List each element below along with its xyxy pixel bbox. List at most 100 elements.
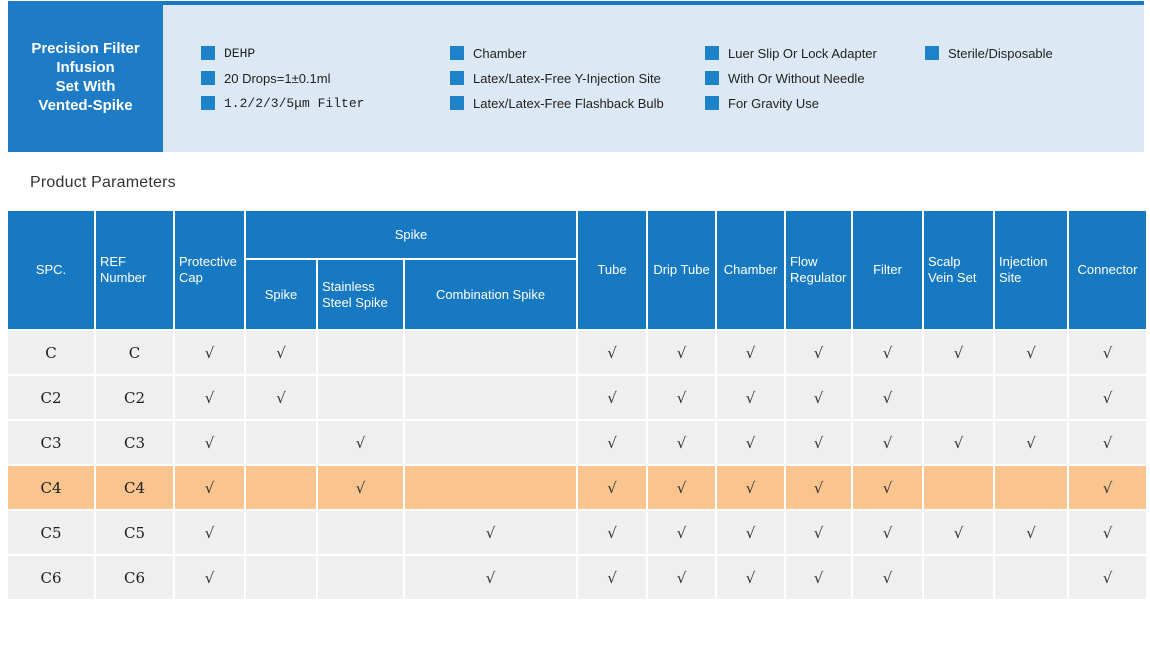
check-cell-combination-spike: √	[405, 511, 577, 554]
check-cell-filter: √	[853, 421, 923, 464]
bullet-square-icon	[201, 96, 215, 110]
check-cell-flow-regulator: √	[786, 511, 852, 554]
ref-cell: C	[96, 331, 173, 374]
check-cell-chamber: √	[717, 466, 785, 509]
check-cell-spike	[246, 511, 316, 554]
check-cell-flow-regulator: √	[786, 376, 852, 419]
column-header-spike: Spike	[246, 260, 316, 329]
header-banner: DEHP 20 Drops=1±0.1ml 1.2/2/3/5μm Filter Ch…	[0, 0, 1150, 152]
check-cell-tube: √	[578, 466, 647, 509]
table-row-c3[interactable]: C3 C3 √ √ √ √ √ √ √ √ √ √	[8, 421, 1147, 464]
bullet-square-icon	[450, 71, 464, 85]
check-cell-scalp-vein-set	[924, 376, 994, 419]
check-cell-connector: √	[1069, 376, 1147, 419]
feature-column: DEHP 20 Drops=1±0.1ml 1.2/2/3/5μm Filter	[201, 46, 365, 111]
column-header-scalp-vein-set: Scalp Vein Set	[924, 211, 994, 329]
feature-label: For Gravity Use	[728, 95, 820, 111]
column-header-ref-number: REF Number	[96, 211, 173, 329]
check-cell-filter: √	[853, 376, 923, 419]
check-cell-spike	[246, 556, 316, 599]
column-header-spc: SPC.	[8, 211, 94, 329]
column-header-label: Tube	[597, 262, 627, 277]
check-cell-scalp-vein-set	[924, 556, 994, 599]
table-row-c6[interactable]: C6 C6 √ √ √ √ √ √ √ √	[8, 556, 1147, 599]
check-cell-connector: √	[1069, 466, 1147, 509]
check-cell-combination-spike	[405, 376, 577, 419]
check-cell-connector: √	[1069, 331, 1147, 374]
check-cell-injection-site: √	[995, 511, 1068, 554]
column-header-tube: Tube	[578, 211, 647, 329]
check-cell-scalp-vein-set: √	[924, 331, 994, 374]
bullet-square-icon	[705, 96, 719, 110]
check-cell-protective-cap: √	[175, 421, 244, 464]
table-row-c4[interactable]: C4 C4 √ √ √ √ √ √ √ √	[8, 466, 1147, 509]
column-header-label: SPC.	[35, 262, 67, 277]
check-cell-injection-site: √	[995, 331, 1068, 374]
feature-item: Latex/Latex-Free Flashback Bulb	[450, 95, 664, 111]
check-cell-filter: √	[853, 511, 923, 554]
column-header-label: Filter	[873, 262, 902, 277]
feature-item: For Gravity Use	[705, 95, 877, 111]
ref-cell: C2	[96, 376, 173, 419]
feature-item: 20 Drops=1±0.1ml	[201, 71, 364, 86]
ref-cell: C5	[96, 511, 173, 554]
check-cell-chamber: √	[717, 331, 785, 374]
column-header-label: Chamber	[723, 262, 778, 277]
check-cell-protective-cap: √	[175, 376, 244, 419]
feature-label: Latex/Latex-Free Flashback Bulb	[473, 95, 664, 111]
check-cell-combination-spike: √	[405, 556, 577, 599]
check-cell-spike	[246, 466, 316, 509]
check-cell-injection-site	[995, 466, 1068, 509]
check-cell-protective-cap: √	[175, 331, 244, 374]
bullet-square-icon	[705, 46, 719, 60]
feature-label: Chamber	[473, 45, 527, 61]
spc-cell: C5	[8, 511, 94, 554]
check-cell-protective-cap: √	[175, 511, 244, 554]
bullet-square-icon	[705, 71, 719, 85]
column-header-flow-regulator: Flow Regulator	[786, 211, 852, 329]
section-title: Product Parameters	[30, 174, 176, 191]
spc-cell: C4	[8, 466, 94, 509]
bullet-square-icon	[925, 46, 939, 60]
check-cell-connector: √	[1069, 511, 1147, 554]
bullet-square-icon	[201, 71, 215, 85]
column-header-injection-site: Injection Site	[995, 211, 1068, 329]
ref-cell: C3	[96, 421, 173, 464]
column-header-label: Connector	[1077, 262, 1138, 277]
feature-column: Chamber Latex/Latex-Free Y-Injection Site…	[450, 45, 664, 111]
spc-cell: C	[8, 331, 94, 374]
spc-cell: C2	[8, 376, 94, 419]
check-cell-filter: √	[853, 331, 923, 374]
check-cell-drip-tube: √	[648, 511, 716, 554]
column-header-label: Protective Cap	[179, 254, 237, 285]
feature-column: Sterile/Disposable	[925, 45, 1053, 61]
bullet-square-icon	[450, 46, 464, 60]
column-group-header-spike: Spike	[246, 211, 577, 258]
table-row-c5[interactable]: C5 C5 √ √ √ √ √ √ √ √ √ √	[8, 511, 1147, 554]
check-cell-injection-site: √	[995, 421, 1068, 464]
feature-banner: DEHP 20 Drops=1±0.1ml 1.2/2/3/5μm Filter Ch…	[163, 1, 1144, 152]
check-cell-filter: √	[853, 466, 923, 509]
table-header-row-2: Spike Stainless Steel Spike Combination Sp…	[8, 260, 1146, 329]
check-cell-flow-regulator: √	[786, 421, 852, 464]
check-cell-stainless-steel-spike	[318, 376, 403, 419]
feature-label: 1.2/2/3/5μm Filter	[224, 95, 365, 111]
feature-item: With Or Without Needle	[705, 71, 877, 86]
check-cell-spike: √	[246, 331, 316, 374]
column-header-label: Flow Regulator	[790, 254, 847, 285]
table-row-c2[interactable]: C2 C2 √ √ √ √ √ √ √ √	[8, 376, 1147, 419]
feature-item: Sterile/Disposable	[925, 45, 1053, 61]
check-cell-chamber: √	[717, 556, 785, 599]
check-cell-connector: √	[1069, 421, 1147, 464]
check-cell-stainless-steel-spike	[318, 556, 403, 599]
check-cell-spike: √	[246, 376, 316, 419]
check-cell-drip-tube: √	[648, 376, 716, 419]
check-cell-tube: √	[578, 511, 647, 554]
check-cell-spike	[246, 421, 316, 464]
feature-label: Sterile/Disposable	[948, 45, 1053, 61]
table-row-c[interactable]: C C √ √ √ √ √ √ √ √ √ √	[8, 331, 1147, 374]
check-cell-tube: √	[578, 331, 647, 374]
feature-item: Luer Slip Or Lock Adapter	[705, 46, 877, 61]
check-cell-tube: √	[578, 421, 647, 464]
column-header-drip-tube: Drip Tube	[648, 211, 716, 329]
